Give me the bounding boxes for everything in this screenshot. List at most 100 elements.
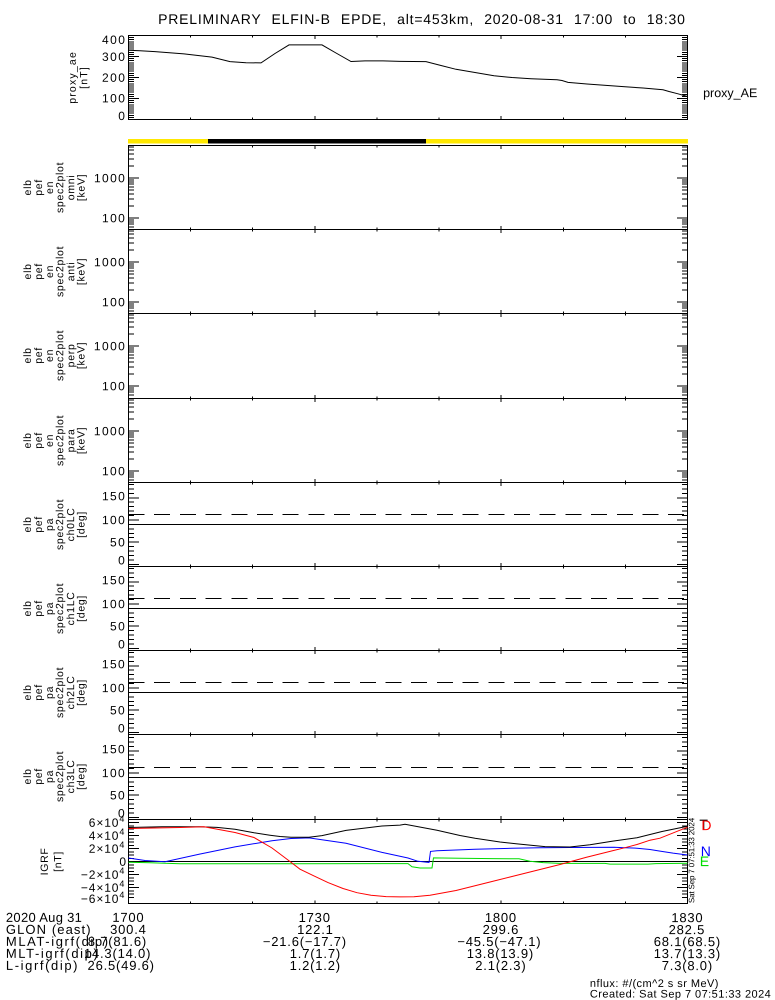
svg-text:50: 50 [110,619,126,633]
svg-text:0: 0 [118,806,126,820]
svg-text:proxy_AE: proxy_AE [703,86,757,100]
svg-text:perp: perp [65,344,77,368]
svg-text:[deg]: [deg] [75,763,87,790]
svg-text:2×104: 2×104 [89,840,126,856]
svg-text:Created: Sat Sep 7 07:51:33 2: Created: Sat Sep 7 07:51:33 2024 [590,989,771,1000]
svg-text:26.5(49.6): 26.5(49.6) [88,958,155,973]
svg-text:1800: 1800 [485,910,517,925]
svg-text:150: 150 [102,657,126,671]
svg-text:pa: pa [44,518,56,531]
svg-text:pef: pef [33,263,45,280]
svg-text:elb: elb [22,600,34,616]
svg-text:68.1(68.5): 68.1(68.5) [654,934,721,949]
svg-text:100: 100 [102,91,126,105]
svg-text:150: 150 [102,742,126,756]
svg-text:nflux: #/(cm^2 s sr MeV): nflux: #/(cm^2 s sr MeV) [590,978,719,990]
svg-text:proxy_ae: proxy_ae [67,51,79,104]
svg-text:elb: elb [22,516,34,532]
svg-text:1.7(1.7): 1.7(1.7) [290,946,341,961]
svg-text:6×104: 6×104 [89,814,126,830]
svg-text:50: 50 [110,703,126,717]
svg-text:200: 200 [102,71,126,85]
svg-text:1700: 1700 [112,910,144,925]
svg-text:en: en [44,349,56,362]
svg-text:1000: 1000 [94,171,126,185]
svg-text:spec2plot: spec2plot [54,751,66,802]
svg-text:pef: pef [33,179,45,196]
svg-text:300: 300 [102,50,126,64]
svg-text:50: 50 [110,788,126,802]
svg-text:13.8(13.9): 13.8(13.9) [467,946,534,961]
svg-text:elb: elb [22,768,34,784]
svg-text:spec2plot: spec2plot [54,583,66,634]
svg-text:100: 100 [102,379,126,393]
svg-text:elb: elb [22,263,34,279]
svg-text:[nT]: [nT] [78,66,90,89]
svg-text:en: en [44,434,56,447]
svg-text:300.4: 300.4 [110,922,147,937]
svg-text:elb: elb [22,347,34,363]
svg-text:400: 400 [102,33,126,47]
svg-text:[deg]: [deg] [75,595,87,622]
svg-text:282.5: 282.5 [669,922,706,937]
svg-text:−4×104: −4×104 [81,879,125,895]
svg-text:omni: omni [65,175,77,201]
svg-text:pa: pa [44,602,56,615]
svg-text:spec2plot: spec2plot [54,162,66,213]
svg-text:Sat Sep 7 07:51:33 2024: Sat Sep 7 07:51:33 2024 [687,817,696,903]
svg-text:100: 100 [102,597,126,611]
svg-text:T: T [699,816,708,832]
svg-text:8.7(81.6): 8.7(81.6) [88,934,147,949]
svg-text:N: N [701,843,711,859]
svg-text:150: 150 [102,573,126,587]
svg-text:GLON (east): GLON (east) [6,922,92,937]
svg-text:−45.5(−47.1): −45.5(−47.1) [457,934,541,949]
svg-text:−21.6(−17.7): −21.6(−17.7) [263,934,347,949]
svg-text:[keV]: [keV] [76,342,88,369]
svg-text:2020 Aug 31: 2020 Aug 31 [6,910,82,925]
svg-text:1000: 1000 [94,339,126,353]
svg-text:100: 100 [102,766,126,780]
svg-text:pef: pef [33,347,45,364]
svg-text:0: 0 [118,109,126,123]
svg-text:100: 100 [102,513,126,527]
svg-text:PRELIMINARY ELFIN-B EPDE, alt=: PRELIMINARY ELFIN-B EPDE, alt=453km, 202… [158,11,686,27]
svg-text:4×104: 4×104 [89,827,126,843]
svg-text:1000: 1000 [94,424,126,438]
svg-text:100: 100 [102,681,126,695]
svg-text:spec2plot: spec2plot [54,330,66,381]
svg-text:0: 0 [118,637,126,651]
svg-text:para: para [65,429,77,453]
svg-text:[nT]: [nT] [52,851,64,872]
svg-text:ch2LC: ch2LC [65,675,77,709]
svg-text:E: E [700,853,709,869]
svg-text:100: 100 [102,295,126,309]
svg-text:[deg]: [deg] [75,511,87,538]
svg-text:1.2(1.2): 1.2(1.2) [290,958,341,973]
svg-text:[keV]: [keV] [76,258,88,285]
svg-text:0: 0 [118,721,126,735]
svg-text:50: 50 [110,535,126,549]
svg-text:en: en [44,265,56,278]
svg-text:2.1(2.3): 2.1(2.3) [475,958,526,973]
svg-text:spec2plot: spec2plot [54,499,66,550]
svg-text:L-igrf(dip): L-igrf(dip) [6,958,79,973]
svg-text:MLAT-igrf(dip): MLAT-igrf(dip) [6,934,110,949]
svg-text:[deg]: [deg] [75,679,87,706]
svg-text:ch0LC: ch0LC [65,507,77,541]
svg-text:spec2plot: spec2plot [54,415,66,466]
svg-text:14.3(14.0): 14.3(14.0) [84,946,151,961]
svg-text:100: 100 [102,464,126,478]
svg-text:pef: pef [33,684,45,701]
svg-text:IGRF: IGRF [39,847,51,875]
svg-text:MLT-igrf(dip): MLT-igrf(dip) [6,946,100,961]
svg-text:ch3LC: ch3LC [65,759,77,793]
svg-text:−2×104: −2×104 [81,866,125,882]
svg-text:299.6: 299.6 [483,922,520,937]
svg-text:[keV]: [keV] [76,427,88,454]
svg-text:elb: elb [22,684,34,700]
svg-text:1730: 1730 [299,910,331,925]
svg-text:elb: elb [22,179,34,195]
svg-text:ch1LC: ch1LC [65,591,77,625]
svg-text:pa: pa [44,770,56,783]
